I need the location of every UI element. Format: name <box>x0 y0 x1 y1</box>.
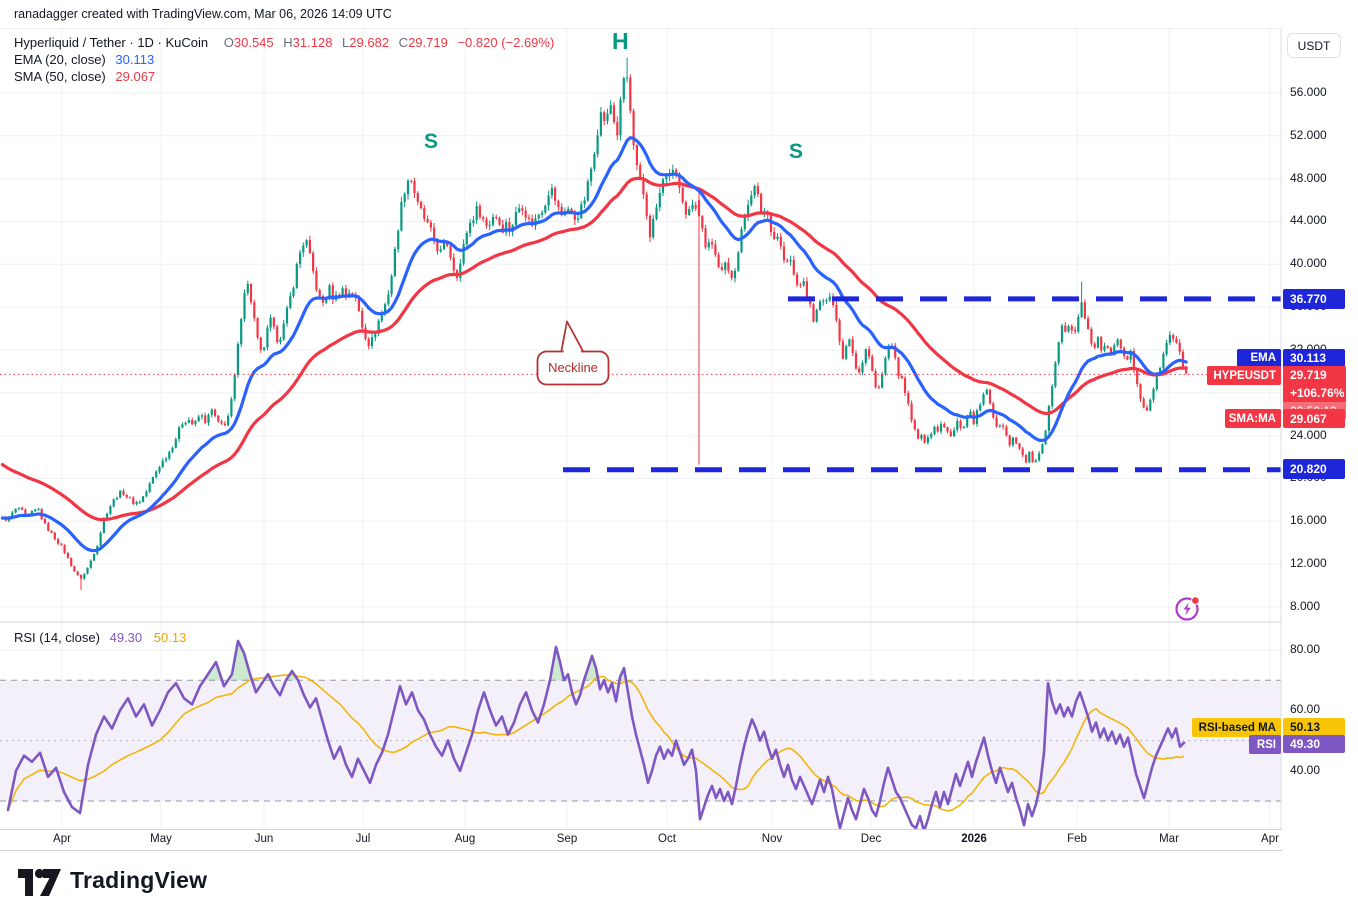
time-tick: Apr <box>1261 833 1279 845</box>
time-tick: Aug <box>454 833 476 845</box>
currency-toggle-button[interactable]: USDT <box>1287 33 1341 58</box>
tradingview-logo[interactable]: TradingView <box>16 862 207 898</box>
tradingview-logo-text: TradingView <box>70 866 208 893</box>
rsi-legend-row[interactable]: RSI (14, close) 49.30 50.13 <box>14 630 186 645</box>
price-axis-scale[interactable]: USDT 56.000 52.000 48.000 44.000 40.000 36.00… <box>1282 28 1358 851</box>
time-tick: Dec <box>860 833 882 845</box>
symbol-legend-row[interactable]: Hyperliquid / Tether · 1D · KuCoin O30.5… <box>14 35 554 50</box>
time-axis-scale[interactable]: Apr May Jun Jul Aug Sep Oct Nov Dec 2026 Feb Mar Apr <box>0 829 1358 851</box>
chart-canvas[interactable] <box>0 28 1282 829</box>
price-tick: 36.000 <box>1290 299 1327 314</box>
ema-legend-row[interactable]: EMA (20, close) 30.113 <box>14 52 154 67</box>
attribution-text: ranadagger created with TradingView.com,… <box>14 7 392 21</box>
time-tick: Jul <box>355 833 371 845</box>
time-tick: Nov <box>761 833 783 845</box>
rsi-value: 49.30 <box>109 630 143 645</box>
high-value: 31.128 <box>292 35 333 50</box>
ema-indicator-value: 30.113 <box>115 52 155 67</box>
boost-icon[interactable] <box>1172 594 1204 626</box>
rsi-tick: 40.00 <box>1290 762 1321 777</box>
price-tick: 52.000 <box>1290 127 1327 142</box>
time-tick: May <box>150 833 172 845</box>
price-tick: 44.000 <box>1290 213 1327 228</box>
rsi-ma-value: 50.13 <box>153 630 187 645</box>
price-tick: 8.000 <box>1290 598 1321 613</box>
ema-indicator-name: EMA (20, close) <box>14 52 106 67</box>
rsi-line <box>6 639 1186 829</box>
rsi-tick: 80.00 <box>1290 642 1321 656</box>
tradingview-logo-icon <box>18 868 61 896</box>
left-shoulder-annotation[interactable]: S <box>424 130 439 153</box>
rsi-indicator-name: RSI (14, close) <box>14 630 100 645</box>
time-tick: 2026 <box>961 833 987 845</box>
price-tick: 32.000 <box>1290 341 1327 356</box>
high-key: H <box>283 35 293 50</box>
low-key: L <box>342 35 350 50</box>
price-tick: 40.000 <box>1290 256 1327 271</box>
right-shoulder-annotation[interactable]: S <box>789 140 804 163</box>
time-tick: Oct <box>658 833 676 845</box>
price-tick: 24.000 <box>1290 427 1327 442</box>
sma-line <box>0 176 1188 522</box>
time-tick: Mar <box>1159 833 1179 845</box>
time-tick: Jun <box>254 833 274 845</box>
rsi-band <box>0 680 1281 801</box>
time-tick: Sep <box>556 833 578 845</box>
low-value: 29.682 <box>349 35 390 50</box>
rsi-tick: 60.00 <box>1290 702 1321 717</box>
lightning-bolt-icon <box>1183 602 1191 616</box>
sma-legend-row[interactable]: SMA (50, close) 29.067 <box>14 69 155 84</box>
price-tick: 20.000 <box>1290 470 1327 485</box>
price-tick: 16.000 <box>1290 513 1327 528</box>
price-tick: 56.000 <box>1290 85 1327 99</box>
price-tick: 28.000 <box>1290 384 1327 399</box>
open-key: O <box>223 35 234 50</box>
ema-line <box>0 136 1188 553</box>
price-tick: 48.000 <box>1290 170 1327 185</box>
neckline-callout-label[interactable]: Neckline <box>548 360 598 375</box>
time-tick: Feb <box>1067 833 1087 845</box>
rsi-ma-line <box>7 674 1185 812</box>
close-key: C <box>398 35 409 50</box>
notification-dot <box>1191 596 1200 605</box>
close-value: 29.719 <box>408 35 448 50</box>
sma-indicator-name: SMA (50, close) <box>14 69 106 84</box>
time-tick: Apr <box>53 833 71 845</box>
price-tick: 12.000 <box>1290 556 1327 571</box>
neckline-callout <box>536 320 610 386</box>
sma-indicator-value: 29.067 <box>115 69 156 84</box>
head-annotation[interactable]: H <box>612 28 629 54</box>
symbol-title: Hyperliquid / Tether · 1D · KuCoin <box>14 35 209 50</box>
change-value: −0.820 (−2.69%) <box>457 35 555 50</box>
open-value: 30.545 <box>233 35 274 50</box>
